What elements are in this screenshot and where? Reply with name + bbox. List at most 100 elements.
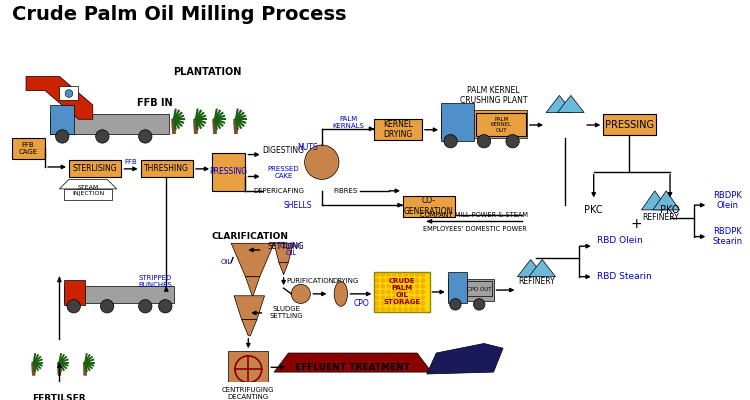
Circle shape	[392, 307, 396, 311]
Text: STEAM
INJECTION: STEAM INJECTION	[72, 186, 104, 196]
Text: FFB: FFB	[124, 159, 137, 165]
Text: PALM KERNEL
CRUSHING PLANT: PALM KERNEL CRUSHING PLANT	[460, 86, 527, 105]
Circle shape	[387, 290, 391, 294]
Text: SETTLING: SETTLING	[267, 242, 304, 251]
Polygon shape	[83, 362, 87, 376]
Circle shape	[398, 284, 402, 288]
Text: CPO OUT: CPO OUT	[467, 286, 491, 292]
Circle shape	[416, 307, 419, 311]
Text: RBDPK
Olein: RBDPK Olein	[713, 191, 742, 210]
Circle shape	[381, 278, 385, 282]
Text: SHELLS: SHELLS	[284, 201, 312, 210]
Circle shape	[375, 284, 379, 288]
Text: CO-
GENERATION: CO- GENERATION	[404, 196, 453, 216]
Polygon shape	[234, 296, 265, 320]
FancyBboxPatch shape	[603, 114, 656, 136]
Polygon shape	[50, 114, 170, 134]
Circle shape	[392, 273, 396, 277]
Circle shape	[421, 296, 424, 300]
Circle shape	[421, 284, 424, 288]
Text: CRUDE
PALM
OIL
STORAGE: CRUDE PALM OIL STORAGE	[383, 278, 421, 306]
Text: REFINERY: REFINERY	[518, 277, 555, 286]
Circle shape	[444, 134, 458, 148]
Circle shape	[410, 302, 413, 305]
Text: SLUDGE
SETTLING: SLUDGE SETTLING	[270, 306, 303, 320]
Polygon shape	[59, 179, 117, 189]
Circle shape	[392, 290, 396, 294]
Circle shape	[421, 278, 424, 282]
Circle shape	[139, 130, 152, 143]
Text: PRESSING: PRESSING	[604, 120, 653, 130]
Polygon shape	[279, 262, 289, 275]
FancyBboxPatch shape	[228, 351, 268, 387]
Circle shape	[381, 307, 385, 311]
Circle shape	[375, 273, 379, 277]
Polygon shape	[652, 191, 680, 210]
FancyBboxPatch shape	[403, 196, 455, 216]
Circle shape	[65, 90, 73, 97]
Circle shape	[473, 299, 485, 310]
Circle shape	[404, 307, 408, 311]
Text: RBD Olein: RBD Olein	[596, 236, 642, 245]
Polygon shape	[546, 96, 573, 112]
Circle shape	[291, 284, 310, 304]
Text: CLEAR
OIL: CLEAR OIL	[280, 244, 302, 256]
Polygon shape	[274, 353, 431, 372]
Polygon shape	[427, 344, 503, 374]
Circle shape	[404, 290, 408, 294]
Polygon shape	[441, 103, 475, 141]
Polygon shape	[441, 110, 527, 138]
Polygon shape	[57, 362, 62, 376]
Polygon shape	[172, 119, 176, 134]
Circle shape	[398, 307, 402, 311]
Text: REFINERY: REFINERY	[642, 213, 679, 222]
Text: RBDPK
Stearin: RBDPK Stearin	[713, 227, 743, 246]
Text: PRESSED
CAKE: PRESSED CAKE	[268, 166, 299, 179]
Circle shape	[387, 273, 391, 277]
Text: OIL: OIL	[220, 259, 232, 265]
Circle shape	[387, 278, 391, 282]
Circle shape	[398, 290, 402, 294]
Polygon shape	[233, 119, 238, 134]
Circle shape	[410, 284, 413, 288]
Polygon shape	[245, 277, 260, 296]
Circle shape	[375, 278, 379, 282]
Ellipse shape	[334, 282, 347, 306]
Text: Crude Palm Oil Milling Process: Crude Palm Oil Milling Process	[12, 5, 346, 24]
Circle shape	[404, 296, 408, 300]
Circle shape	[410, 290, 413, 294]
Polygon shape	[32, 362, 36, 376]
Text: EMPLOYEES' DOMESTIC POWER: EMPLOYEES' DOMESTIC POWER	[422, 226, 526, 232]
Text: DIGESTING: DIGESTING	[262, 146, 305, 155]
Circle shape	[416, 284, 419, 288]
Text: FFB
CAGE: FFB CAGE	[18, 142, 38, 155]
Text: +: +	[631, 217, 643, 231]
Circle shape	[421, 302, 424, 305]
Text: EFFLUENT TREATMENT: EFFLUENT TREATMENT	[295, 363, 410, 372]
Circle shape	[410, 296, 413, 300]
Text: CPO: CPO	[354, 299, 370, 308]
Text: KERNEL
DRYING: KERNEL DRYING	[383, 120, 413, 140]
Circle shape	[375, 302, 379, 305]
Circle shape	[235, 356, 262, 382]
Text: FFB IN: FFB IN	[137, 98, 172, 108]
Circle shape	[387, 296, 391, 300]
Circle shape	[506, 134, 519, 148]
FancyBboxPatch shape	[212, 153, 245, 191]
Circle shape	[421, 307, 424, 311]
Polygon shape	[448, 272, 466, 304]
FancyBboxPatch shape	[69, 160, 122, 178]
FancyBboxPatch shape	[140, 160, 193, 178]
Circle shape	[416, 278, 419, 282]
Text: PURIFICATION: PURIFICATION	[286, 278, 334, 284]
Circle shape	[404, 273, 408, 277]
Circle shape	[67, 300, 80, 313]
Polygon shape	[557, 96, 584, 112]
Text: PKO: PKO	[660, 205, 680, 215]
Polygon shape	[641, 191, 668, 210]
Circle shape	[304, 145, 339, 179]
Circle shape	[410, 278, 413, 282]
Circle shape	[410, 273, 413, 277]
Polygon shape	[64, 189, 112, 200]
Circle shape	[100, 300, 114, 313]
